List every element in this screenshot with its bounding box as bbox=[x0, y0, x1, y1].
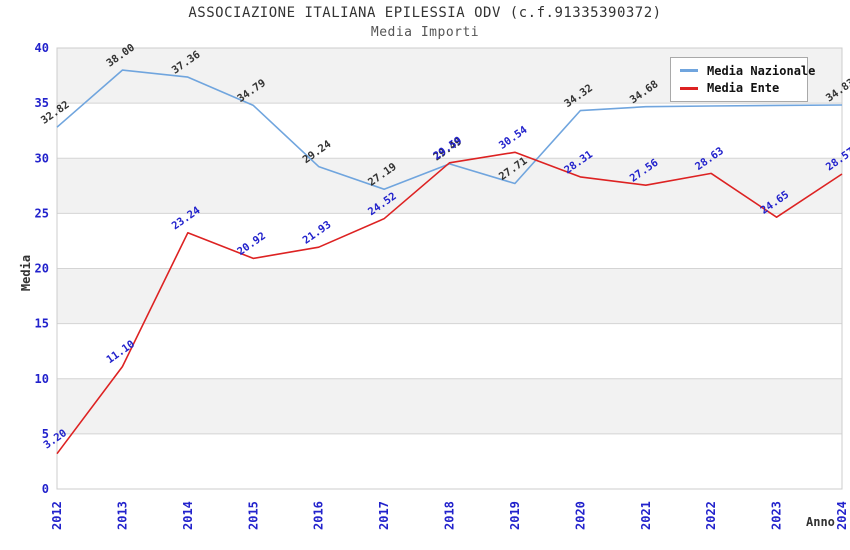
x-tick-label: 2022 bbox=[704, 501, 718, 530]
plot-band bbox=[57, 158, 842, 214]
y-tick-label: 30 bbox=[35, 151, 49, 165]
point-label: 20.92 bbox=[235, 230, 268, 258]
series-line-ente bbox=[56, 151, 843, 455]
y-tick-label: 10 bbox=[35, 372, 49, 386]
point-label: 11.10 bbox=[104, 338, 137, 366]
x-tick-label: 2021 bbox=[639, 501, 653, 530]
series-line-nazionale bbox=[56, 69, 843, 190]
y-tick-label: 20 bbox=[35, 262, 49, 276]
x-tick-label: 2017 bbox=[377, 501, 391, 530]
x-tick-label: 2015 bbox=[246, 501, 260, 530]
x-tick-label: 2016 bbox=[312, 501, 326, 530]
legend-item: Media Nazionale bbox=[671, 64, 815, 78]
chart-title: ASSOCIAZIONE ITALIANA EPILESSIA ODV (c.f… bbox=[188, 5, 662, 21]
y-tick-label: 15 bbox=[35, 317, 49, 331]
y-axis-title: Media bbox=[19, 254, 33, 292]
plot-band bbox=[57, 378, 842, 434]
x-tick-label: 2023 bbox=[770, 501, 784, 530]
legend-swatch bbox=[680, 86, 698, 90]
y-tick-label: 5 bbox=[42, 427, 49, 441]
x-tick-label: 2013 bbox=[115, 501, 129, 530]
plot-band bbox=[57, 268, 842, 324]
chart-subtitle: Media Importi bbox=[370, 25, 480, 40]
x-tick-label: 2020 bbox=[573, 501, 587, 530]
legend-swatch bbox=[680, 69, 698, 73]
y-tick-label: 0 bbox=[42, 482, 49, 496]
y-tick-label: 35 bbox=[35, 96, 49, 110]
x-tick-label: 2014 bbox=[181, 501, 195, 530]
y-tick-label: 25 bbox=[35, 206, 49, 220]
x-tick-label: 2024 bbox=[835, 501, 849, 530]
point-label: 30.54 bbox=[497, 124, 530, 152]
legend-item: Media Ente bbox=[671, 81, 807, 95]
x-tick-label: 2012 bbox=[50, 501, 64, 530]
legend-label: Media Nazionale bbox=[707, 63, 816, 78]
plot-border bbox=[56, 47, 843, 490]
x-axis-title: Anno bbox=[806, 515, 835, 529]
legend: Media Nazionale Media Ente bbox=[670, 57, 815, 102]
legend-label: Media Ente bbox=[707, 81, 780, 96]
x-tick-label: 2018 bbox=[443, 501, 457, 530]
x-tick-label: 2019 bbox=[508, 501, 522, 530]
y-tick-label: 40 bbox=[35, 41, 49, 55]
